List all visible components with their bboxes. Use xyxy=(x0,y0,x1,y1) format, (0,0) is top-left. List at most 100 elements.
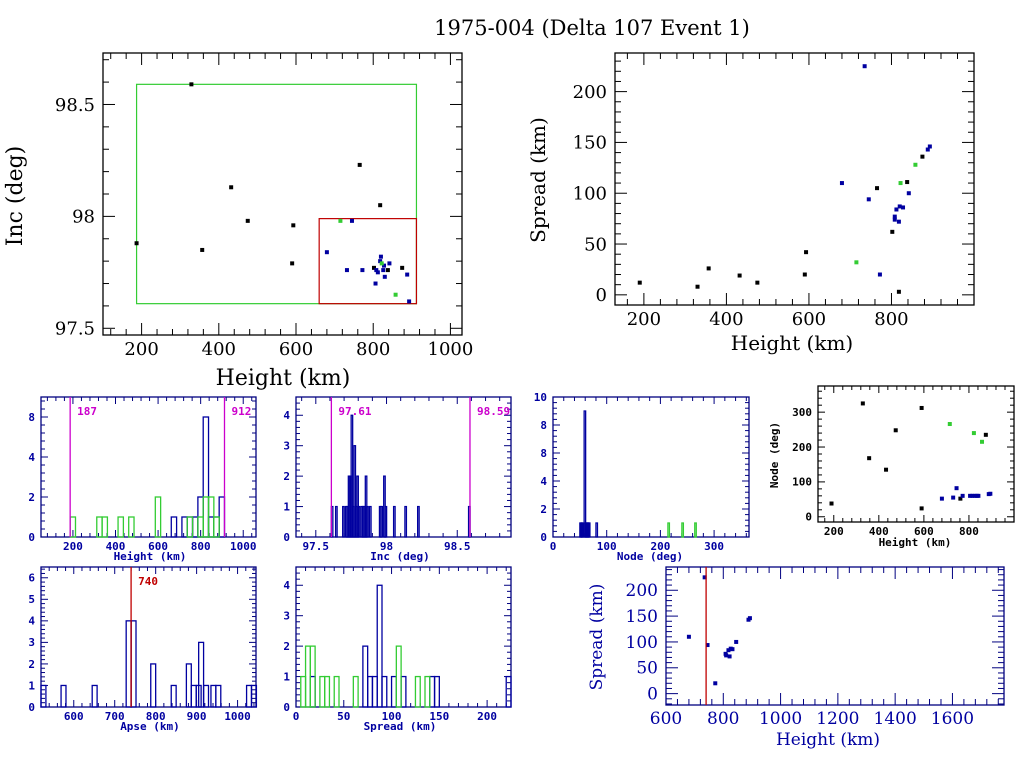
histogram-bar-green xyxy=(96,516,103,538)
scatter-point-blue xyxy=(897,204,902,209)
x-tick-label: 1000 xyxy=(230,540,257,553)
scatter-point-green xyxy=(393,292,398,297)
scatter-point-black xyxy=(919,506,924,511)
scatter-point-blue xyxy=(344,268,349,273)
y-axis-label: Inc (deg) xyxy=(3,146,28,247)
scatter-point-blue xyxy=(360,268,365,273)
y-tick-label: 98.5 xyxy=(55,95,95,116)
y-tick-label: 4 xyxy=(283,579,290,592)
histogram-bar-blue xyxy=(191,516,199,538)
y-tick-label: 4 xyxy=(540,475,547,488)
scatter-point-black xyxy=(860,401,865,406)
x-tick-label: 200 xyxy=(124,339,158,360)
x-tick-label: 1000 xyxy=(428,339,474,360)
histogram-bar-blue xyxy=(376,584,383,708)
red-box xyxy=(318,218,418,305)
y-tick-label: 100 xyxy=(626,633,658,653)
x-tick-label: 400 xyxy=(202,339,236,360)
histogram-bar-green xyxy=(319,675,326,708)
x-tick-label: 98.5 xyxy=(444,540,471,553)
scatter-point-blue xyxy=(892,217,897,222)
scatter-point-blue xyxy=(970,493,975,498)
y-tick-label: 4 xyxy=(283,409,290,422)
scatter-point-black xyxy=(245,218,250,223)
x-tick-label: 800 xyxy=(959,525,979,538)
histogram-bar-green xyxy=(101,516,109,538)
scatter-point-black xyxy=(134,241,139,246)
scatter-point-blue xyxy=(734,639,739,644)
histogram-bar-blue xyxy=(190,684,197,708)
scatter-point-blue xyxy=(862,64,867,69)
chart-spread-vs-height-wide: 600 800 1000 1200 1400 1600 0 50 100 150 200 Height… xyxy=(587,566,1005,750)
plot-frame xyxy=(665,566,1005,706)
scatter-point-blue xyxy=(747,616,752,621)
scatter-point-blue xyxy=(375,270,380,275)
scatter-point-blue xyxy=(954,486,959,491)
scatter-point-green xyxy=(913,162,918,167)
y-tick-label: 8 xyxy=(28,411,35,424)
x-tick-label: 200 xyxy=(650,540,670,553)
x-tick-label: 800 xyxy=(146,710,166,723)
scatter-point-green xyxy=(898,181,903,186)
y-tick-label: 150 xyxy=(626,607,658,627)
histogram-bar-blue xyxy=(342,505,345,538)
histogram-bar-green xyxy=(186,516,194,538)
scatter-point-blue xyxy=(374,268,379,273)
scatter-point-black xyxy=(919,405,924,410)
y-tick-label: 100 xyxy=(573,184,607,205)
scatter-point-black xyxy=(875,186,880,191)
y-tick-label: 1 xyxy=(28,679,35,692)
histogram-bar-blue xyxy=(125,620,132,708)
x-axis-label: Spread (km) xyxy=(364,720,437,733)
histogram-bar-blue xyxy=(368,505,372,538)
scatter-point-black xyxy=(385,268,390,273)
scatter-point-black xyxy=(884,467,889,472)
scatter-point-black xyxy=(890,229,895,234)
y-tick-label: 4 xyxy=(28,451,35,464)
scatter-point-black xyxy=(371,265,376,270)
x-axis-label: Height (km) xyxy=(114,550,187,563)
histogram-bar-blue xyxy=(213,516,220,538)
scatter-point-blue xyxy=(381,268,386,273)
scatter-point-blue xyxy=(894,207,899,212)
x-tick-label: 1000 xyxy=(224,710,251,723)
threshold-label: 912 xyxy=(231,405,251,418)
histogram-bar-blue xyxy=(400,675,407,708)
x-axis-label: Height (km) xyxy=(216,366,351,391)
scatter-point-blue xyxy=(960,493,965,498)
y-tick-label: 8 xyxy=(540,447,547,460)
x-tick-label: 800 xyxy=(874,309,908,330)
plot-frame xyxy=(295,396,512,538)
threshold-label: 97.61 xyxy=(338,405,371,418)
histogram-bar-blue xyxy=(40,684,47,708)
histogram-bar-green xyxy=(395,645,402,708)
scatter-point-blue xyxy=(686,634,691,639)
y-tick-label: 0 xyxy=(28,531,35,544)
x-tick-label: 900 xyxy=(187,710,207,723)
scatter-point-blue xyxy=(724,653,729,658)
x-tick-label: 600 xyxy=(64,710,84,723)
scatter-point-green xyxy=(338,218,343,223)
x-tick-label: 200 xyxy=(477,710,497,723)
plot-frame xyxy=(817,385,1015,523)
histogram-bar-blue xyxy=(334,505,338,538)
scatter-point-black xyxy=(867,456,872,461)
scatter-point-blue xyxy=(877,272,882,277)
y-tick-label: 2 xyxy=(28,491,35,504)
x-tick-label: 98 xyxy=(380,540,393,553)
scatter-point-black xyxy=(200,247,205,252)
scatter-point-black xyxy=(755,280,760,285)
histogram-bar-green xyxy=(694,522,697,538)
histogram-bar-blue xyxy=(433,675,440,708)
scatter-point-black xyxy=(291,223,296,228)
x-tick-label: 150 xyxy=(429,710,449,723)
histogram-bar-blue xyxy=(587,522,591,538)
chart-node-histogram: 0 100 200 300 0 2 4 8 8 10 Node (deg) xyxy=(534,391,750,563)
plot-frame xyxy=(614,52,975,306)
scatter-point-green xyxy=(947,422,952,427)
scatter-point-blue xyxy=(968,493,973,498)
histogram-bar-green xyxy=(333,675,340,708)
x-tick-label: 600 xyxy=(148,540,168,553)
y-tick-label: 100 xyxy=(792,476,812,489)
